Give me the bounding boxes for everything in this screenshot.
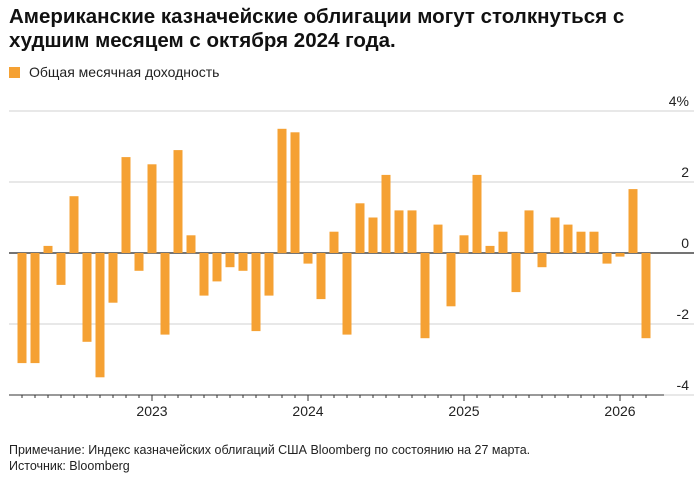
chart-title: Американские казначейские облигации могу…	[9, 5, 625, 52]
bar	[446, 253, 456, 307]
bar	[277, 128, 287, 254]
x-tick-label: 2026	[604, 403, 635, 419]
bar	[173, 150, 183, 253]
bar	[134, 253, 144, 271]
bar	[628, 189, 638, 253]
x-axis: 2023 2024 2025 2026	[9, 394, 664, 419]
bar	[368, 217, 378, 253]
bar	[186, 235, 196, 254]
bar	[160, 253, 170, 335]
bar	[69, 196, 79, 253]
bar	[407, 210, 417, 253]
bar	[303, 253, 313, 264]
bar	[550, 217, 560, 253]
bar	[238, 253, 248, 271]
bar	[290, 132, 300, 253]
bar	[264, 253, 274, 296]
bar	[641, 253, 651, 339]
bar	[82, 253, 92, 342]
footer-source: Источник: Bloomberg	[9, 459, 130, 473]
footer: Примечание: Индекс казначейских облигаци…	[9, 442, 530, 474]
bar	[602, 253, 612, 264]
bar	[342, 253, 352, 335]
bar	[251, 253, 261, 332]
bar	[433, 224, 443, 253]
legend: Общая месячная доходность	[9, 63, 219, 81]
bar	[524, 210, 534, 253]
bar	[498, 231, 508, 253]
y-tick-label: 0	[681, 235, 689, 251]
bar	[537, 253, 547, 268]
bar	[485, 245, 495, 253]
bar	[199, 253, 209, 296]
bar	[589, 231, 599, 253]
y-tick-label: -4	[677, 377, 690, 393]
bar	[576, 231, 586, 253]
bar	[30, 253, 40, 364]
bar	[121, 157, 131, 253]
legend-swatch	[9, 66, 20, 78]
legend-label: Общая месячная доходность	[29, 64, 220, 80]
bar	[329, 231, 339, 253]
bar	[355, 203, 365, 253]
bars	[17, 128, 651, 378]
y-axis-labels: 4% 2 0 -2 -4	[669, 93, 689, 393]
bar	[459, 235, 469, 254]
bar	[95, 253, 105, 378]
x-tick-label: 2025	[448, 403, 479, 419]
bar	[17, 253, 27, 364]
x-tick-label: 2024	[292, 403, 323, 419]
y-tick-label: 4%	[669, 93, 689, 109]
bar-chart: 2023 2024 2025 2026 4% 2 0 -2 -4	[9, 93, 694, 419]
bar	[615, 253, 625, 257]
bar	[394, 210, 404, 253]
bar	[381, 174, 391, 253]
bar	[511, 253, 521, 293]
bar	[472, 174, 482, 253]
bar	[108, 253, 118, 303]
bar	[225, 253, 235, 268]
bar	[563, 224, 573, 253]
bar	[147, 164, 157, 254]
bar	[316, 253, 326, 300]
y-tick-label: 2	[681, 164, 689, 180]
footer-note: Примечание: Индекс казначейских облигаци…	[9, 443, 531, 457]
bar	[43, 245, 53, 253]
bar	[56, 253, 66, 285]
bar	[212, 253, 222, 282]
bar	[420, 253, 430, 339]
y-tick-label: -2	[677, 306, 690, 322]
x-tick-label: 2023	[136, 403, 167, 419]
